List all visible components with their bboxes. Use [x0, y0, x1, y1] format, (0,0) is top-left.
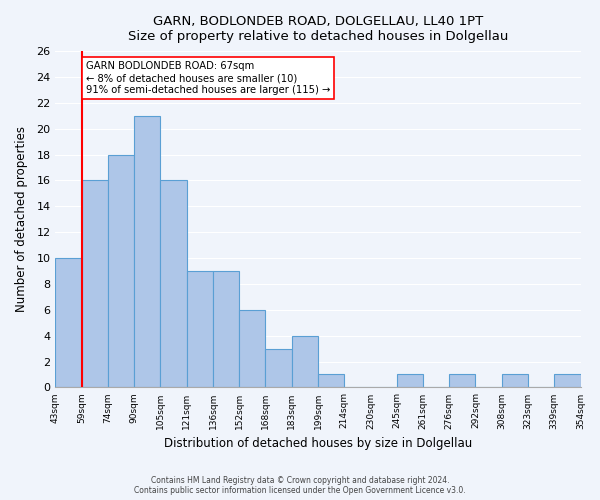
- Title: GARN, BODLONDEB ROAD, DOLGELLAU, LL40 1PT
Size of property relative to detached : GARN, BODLONDEB ROAD, DOLGELLAU, LL40 1P…: [128, 15, 508, 43]
- Text: GARN BODLONDEB ROAD: 67sqm
← 8% of detached houses are smaller (10)
91% of semi-: GARN BODLONDEB ROAD: 67sqm ← 8% of detac…: [86, 62, 330, 94]
- Bar: [554, 374, 581, 388]
- X-axis label: Distribution of detached houses by size in Dolgellau: Distribution of detached houses by size …: [164, 437, 472, 450]
- Bar: [449, 374, 475, 388]
- Bar: [318, 374, 344, 388]
- Bar: [160, 180, 187, 388]
- Bar: [397, 374, 423, 388]
- Bar: [108, 154, 134, 388]
- Bar: [265, 348, 292, 388]
- Bar: [213, 271, 239, 388]
- Text: Contains HM Land Registry data © Crown copyright and database right 2024.
Contai: Contains HM Land Registry data © Crown c…: [134, 476, 466, 495]
- Y-axis label: Number of detached properties: Number of detached properties: [15, 126, 28, 312]
- Bar: [292, 336, 318, 388]
- Bar: [134, 116, 160, 388]
- Bar: [502, 374, 528, 388]
- Bar: [239, 310, 265, 388]
- Bar: [55, 258, 82, 388]
- Bar: [187, 271, 213, 388]
- Bar: [82, 180, 108, 388]
